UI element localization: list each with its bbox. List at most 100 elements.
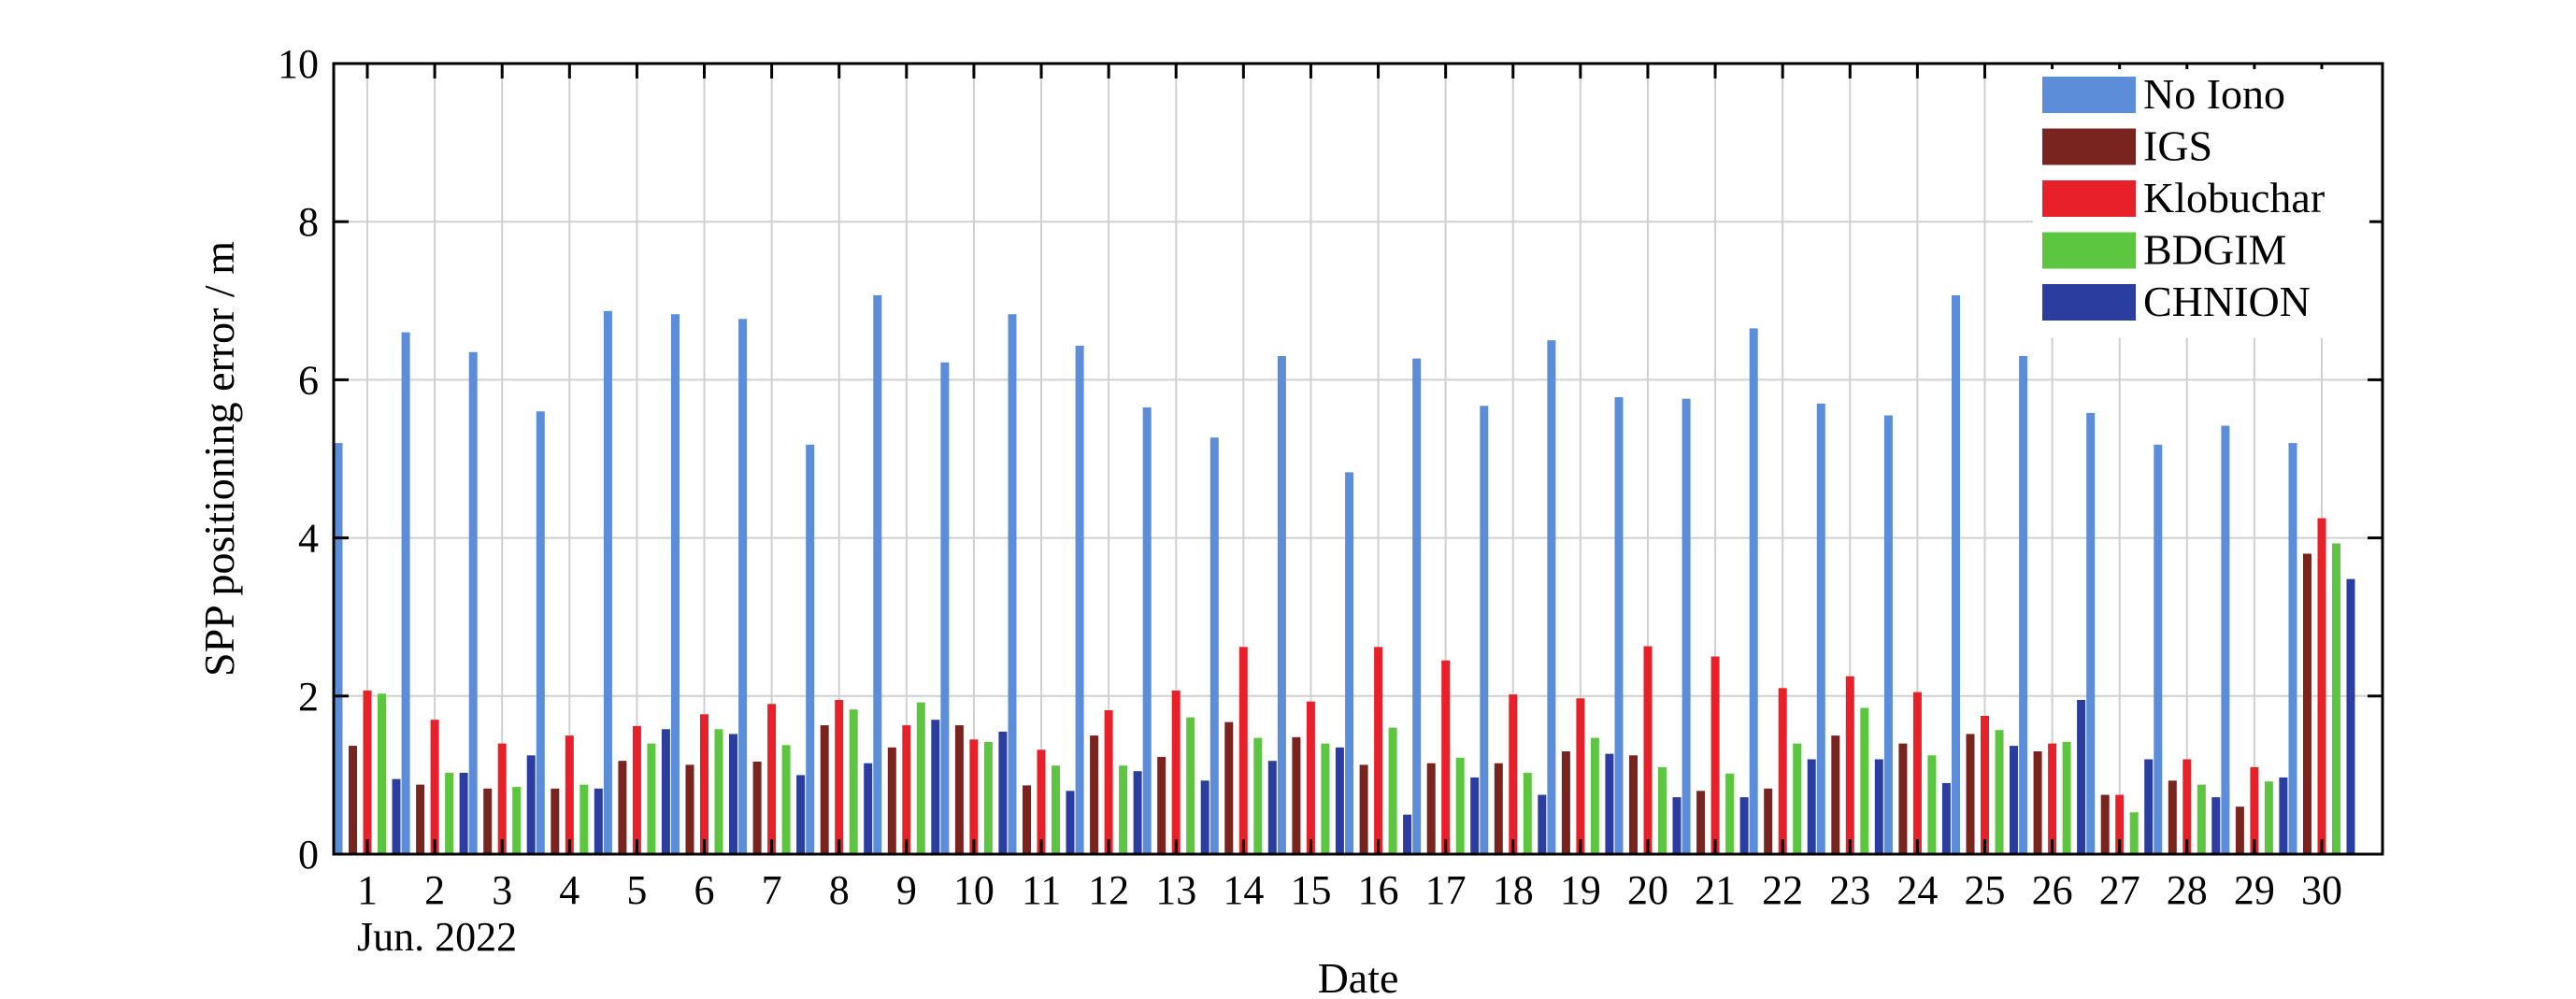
bar-bdgim xyxy=(1658,766,1667,854)
bar-bdgim xyxy=(1793,743,1802,854)
bars xyxy=(334,294,2355,855)
x-tick-label: 26 xyxy=(2032,867,2073,913)
bar-igs xyxy=(1831,735,1840,854)
x-tick-label: 28 xyxy=(2167,867,2208,913)
legend-swatch xyxy=(2042,180,2136,217)
bar-chnion xyxy=(459,772,468,854)
bar-klobuchar xyxy=(969,739,979,854)
x-axis-title: Date xyxy=(1318,954,1399,999)
bar-chnion xyxy=(1200,780,1209,854)
bar-klobuchar xyxy=(1171,690,1181,854)
bar-bdgim xyxy=(714,729,723,854)
bar-klobuchar xyxy=(2182,759,2192,854)
bar-igs xyxy=(1696,791,1706,854)
bar-chnion xyxy=(2279,777,2288,854)
bar-no-iono xyxy=(1008,314,1017,854)
x-tick-label: 27 xyxy=(2099,867,2140,913)
bar-igs xyxy=(1224,721,1234,854)
legend-label: Klobuchar xyxy=(2143,174,2325,221)
x-tick-label: 18 xyxy=(1493,867,1534,913)
bar-chnion xyxy=(661,729,670,854)
legend-label: BDGIM xyxy=(2143,226,2286,274)
bar-klobuchar xyxy=(1981,716,1989,854)
x-tick-label: 5 xyxy=(626,867,647,913)
bar-igs xyxy=(685,764,694,854)
bar-bdgim xyxy=(580,784,589,854)
bar-igs xyxy=(2168,780,2177,854)
bar-chnion xyxy=(594,788,603,854)
bar-no-iono xyxy=(1075,346,1084,854)
bar-chnion xyxy=(1538,794,1547,854)
x-tick-label: 14 xyxy=(1223,867,1264,913)
bar-klobuchar xyxy=(835,700,844,854)
bar-no-iono xyxy=(1412,358,1422,855)
bar-klobuchar xyxy=(1509,694,1518,854)
bar-igs xyxy=(1292,736,1301,854)
x-tick-label: 20 xyxy=(1627,867,1668,913)
x-tick-label: 29 xyxy=(2234,867,2275,913)
bar-no-iono xyxy=(940,362,950,854)
y-tick-label: 8 xyxy=(298,199,319,245)
bar-klobuchar xyxy=(430,720,439,854)
bar-klobuchar xyxy=(363,690,372,854)
x-tick-label: 22 xyxy=(1762,867,1803,913)
bar-bdgim xyxy=(1186,717,1195,854)
bar-klobuchar xyxy=(1643,646,1653,854)
bar-igs xyxy=(2033,751,2042,854)
bar-igs xyxy=(820,725,829,854)
bar-no-iono xyxy=(2019,356,2028,854)
x-tick-label: 30 xyxy=(2301,867,2342,913)
y-tick-label: 10 xyxy=(278,41,319,87)
bar-no-iono xyxy=(2288,443,2297,854)
x-tick-label: 13 xyxy=(1155,867,1196,913)
x-tick-label: 4 xyxy=(559,867,580,913)
bar-klobuchar xyxy=(2048,743,2057,854)
bar-klobuchar xyxy=(2317,518,2326,854)
bar-no-iono xyxy=(2221,425,2230,854)
x-tick-label: 1 xyxy=(357,867,378,913)
bar-chnion xyxy=(1874,759,1883,854)
bar-klobuchar xyxy=(700,714,708,854)
bar-igs xyxy=(1359,764,1368,854)
bar-klobuchar xyxy=(497,743,507,854)
bar-bdgim xyxy=(445,772,454,854)
y-axis-title: SPP positioning error / m xyxy=(195,241,243,677)
bar-bdgim xyxy=(1052,765,1060,854)
x-tick-label: 8 xyxy=(829,867,850,913)
y-tick-label: 6 xyxy=(298,357,319,403)
bar-bdgim xyxy=(1119,765,1128,854)
x-tick-label: 7 xyxy=(762,867,782,913)
bar-no-iono xyxy=(334,443,343,854)
bar-chnion xyxy=(526,755,536,855)
x-tick-label: 10 xyxy=(953,867,995,913)
bar-chnion xyxy=(1941,782,1951,854)
legend-swatch xyxy=(2042,128,2136,165)
y-tick-label: 0 xyxy=(298,832,319,878)
bar-no-iono xyxy=(671,314,680,854)
bar-bdgim xyxy=(2264,781,2273,854)
bar-klobuchar xyxy=(1104,710,1113,854)
bar-chnion xyxy=(1267,761,1277,854)
bar-klobuchar xyxy=(1912,692,1922,854)
bar-no-iono xyxy=(603,310,612,854)
bar-igs xyxy=(1966,734,1975,854)
legend-label: IGS xyxy=(2143,122,2212,170)
x-tick-label: 21 xyxy=(1695,867,1736,913)
bar-no-iono xyxy=(2086,412,2096,854)
bar-chnion xyxy=(1066,791,1075,854)
legend-label: No Iono xyxy=(2143,70,2285,118)
bar-no-iono xyxy=(1682,398,1691,854)
x-tick-label: 11 xyxy=(1022,867,1061,913)
bar-bdgim xyxy=(1590,737,1599,854)
bar-no-iono xyxy=(1277,356,1286,854)
bar-no-iono xyxy=(1345,472,1354,854)
bar-igs xyxy=(618,761,627,854)
bar-igs xyxy=(349,746,357,854)
bar-bdgim xyxy=(1253,737,1263,854)
bar-klobuchar xyxy=(1306,701,1315,854)
bar-igs xyxy=(954,725,964,854)
plot-frame xyxy=(332,62,2384,856)
bar-chnion xyxy=(931,720,940,854)
bar-igs xyxy=(2100,794,2110,854)
